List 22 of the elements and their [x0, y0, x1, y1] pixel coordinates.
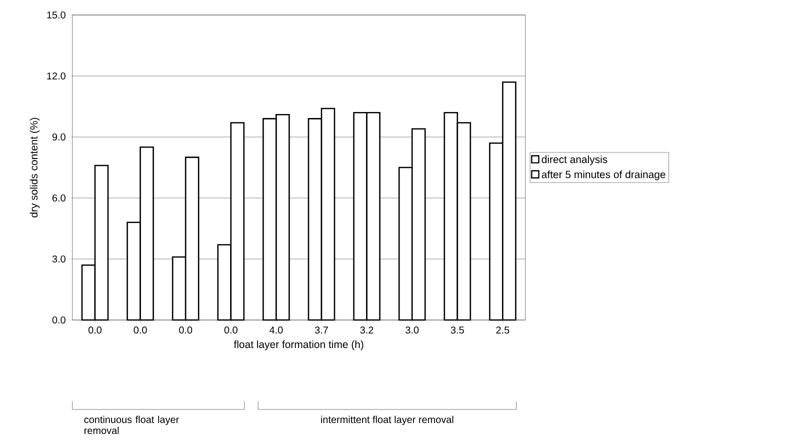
x-tick-label: 0.0 [179, 326, 192, 334]
text: continuous float layer removal [84, 416, 179, 434]
x-tick-label: 0.0 [224, 326, 238, 334]
x-axis-title: float layer formation time (h) [234, 340, 364, 350]
x-tick-label: 3.2 [360, 326, 374, 334]
x-tick-label: 2.5 [496, 326, 510, 334]
y-tick-label: 15.0 [47, 11, 66, 19]
x-tick-label: 3.5 [450, 326, 464, 334]
x-tick-label: 3.0 [406, 326, 419, 334]
legend-label: direct analysis [542, 155, 608, 166]
y-tick-label: 6.0 [52, 194, 66, 202]
y-tick-label: 0.0 [52, 316, 66, 324]
x-tick-label: 0.0 [134, 326, 147, 334]
y-tick-label: 12.0 [47, 72, 66, 80]
x-tick-label: 4.0 [270, 326, 283, 334]
x-tick-label: 3.7 [314, 326, 328, 334]
y-tick-label: 9.0 [52, 133, 66, 141]
y-tick-label: 3.0 [52, 255, 66, 263]
legend-label: after 5 minutes of drainage [542, 170, 666, 180]
y-axis-title: dry solids content (%) [30, 118, 40, 218]
text: intermittent float layer removal [321, 416, 454, 426]
x-tick-label: 0.0 [88, 326, 102, 334]
